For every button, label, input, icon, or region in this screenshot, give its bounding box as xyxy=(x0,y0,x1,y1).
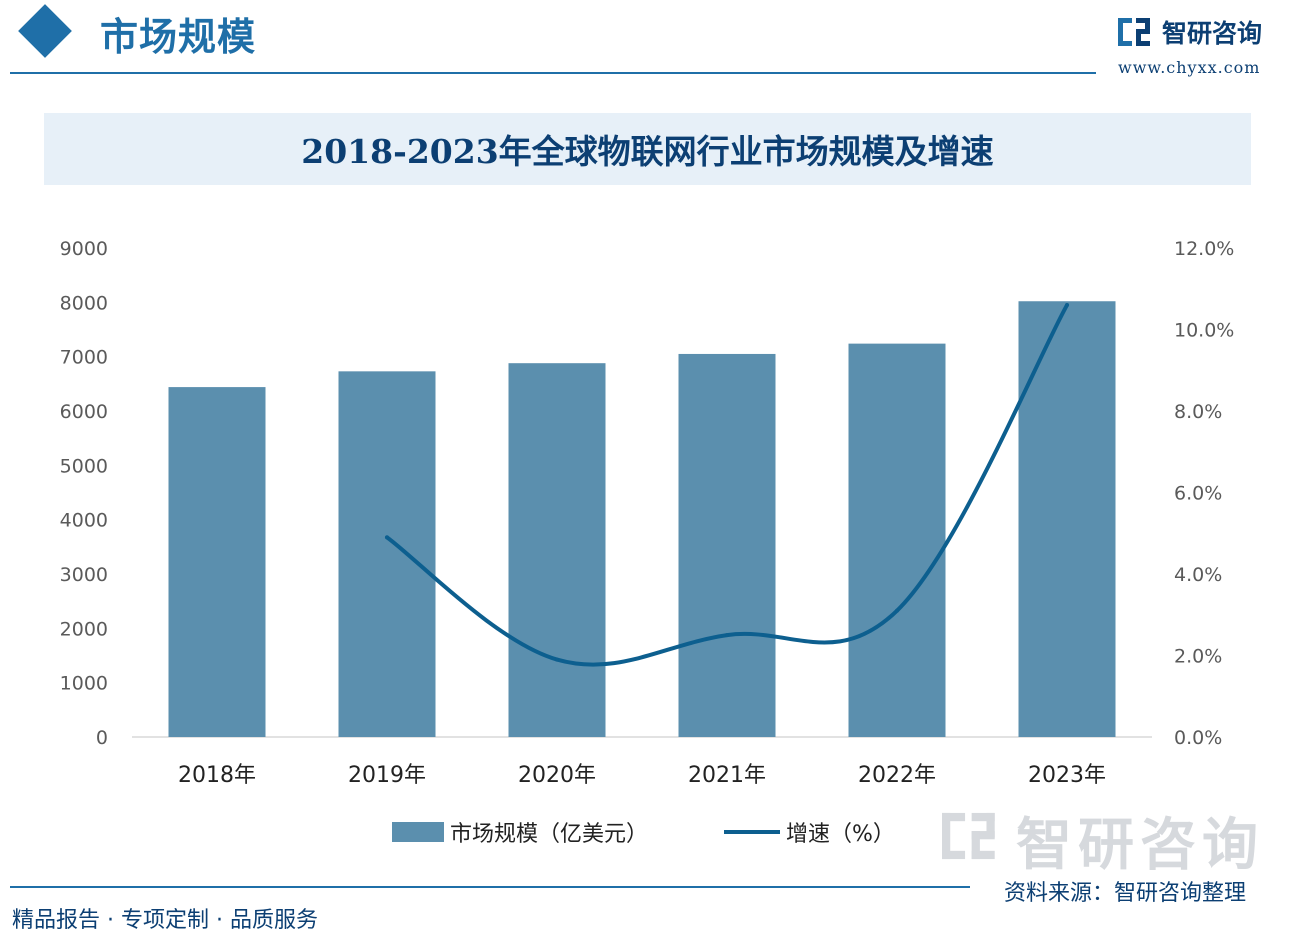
y-left-tick-label: 0 xyxy=(96,727,108,749)
y-right-tick-label: 6.0% xyxy=(1174,483,1222,505)
x-axis: 2018年 2019年 2020年 2021年 2022年 2023年 xyxy=(178,763,1106,788)
watermark-logo-icon xyxy=(942,812,995,860)
growth-point xyxy=(1065,303,1069,308)
x-tick-label: 2020年 xyxy=(518,763,596,788)
legend-bar-label: 市场规模（亿美元） xyxy=(450,822,648,847)
bar xyxy=(678,353,776,737)
growth-line-series xyxy=(385,303,1069,667)
y-right-tick-label: 0.0% xyxy=(1174,727,1222,749)
chart-title-banner: 2018-2023年全球物联网行业市场规模及增速 xyxy=(44,113,1251,185)
y-left-axis: 0 1000 2000 3000 4000 5000 6000 7000 8000 9000 xyxy=(60,238,108,749)
growth-line xyxy=(385,303,1069,667)
header-divider xyxy=(10,72,1096,74)
brand-url: www.chyxx.com xyxy=(1118,58,1261,77)
y-left-tick-label: 6000 xyxy=(60,401,108,423)
legend: 市场规模（亿美元） 增速（%） xyxy=(392,822,895,847)
footer-divider xyxy=(10,886,970,888)
y-left-tick-label: 5000 xyxy=(60,455,108,477)
source-note: 资料来源：智研咨询整理 xyxy=(1004,881,1247,906)
x-tick-label: 2022年 xyxy=(858,763,936,788)
growth-point xyxy=(385,535,389,540)
y-left-tick-label: 9000 xyxy=(60,238,108,260)
header: 市场规模 智研咨询 www.chyxx.com xyxy=(0,0,1306,80)
x-tick-label: 2019年 xyxy=(348,763,426,788)
bar-series xyxy=(168,301,1116,737)
y-right-tick-label: 4.0% xyxy=(1174,564,1222,586)
bar xyxy=(848,343,946,737)
y-right-axis: 0.0% 2.0% 4.0% 6.0% 8.0% 10.0% 12.0% xyxy=(1174,238,1234,749)
y-right-tick-label: 2.0% xyxy=(1174,646,1222,668)
y-right-tick-label: 10.0% xyxy=(1174,320,1234,342)
x-tick-label: 2021年 xyxy=(688,763,766,788)
y-right-tick-label: 12.0% xyxy=(1174,238,1234,260)
y-right-tick-label: 8.0% xyxy=(1174,401,1222,423)
x-tick-label: 2018年 xyxy=(178,763,256,788)
footer-tagline: 精品报告 · 专项定制 · 品质服务 xyxy=(12,908,318,933)
brand-name: 智研咨询 xyxy=(1162,19,1263,48)
x-tick-label: 2023年 xyxy=(1028,763,1106,788)
y-left-tick-label: 4000 xyxy=(60,510,108,532)
y-left-tick-label: 1000 xyxy=(60,673,108,695)
growth-point xyxy=(895,608,899,613)
bar xyxy=(508,363,606,737)
growth-point xyxy=(725,633,729,638)
y-left-tick-label: 8000 xyxy=(60,292,108,314)
brand-logo-icon xyxy=(1118,18,1150,46)
watermark-brand: 智研咨询 xyxy=(1016,813,1264,878)
bar xyxy=(1018,301,1116,737)
bar xyxy=(338,371,436,737)
section-title: 市场规模 xyxy=(100,15,257,59)
bar xyxy=(168,387,266,737)
chart-title: 2018-2023年全球物联网行业市场规模及增速 xyxy=(301,132,994,171)
y-left-tick-label: 2000 xyxy=(60,618,108,640)
y-left-tick-label: 7000 xyxy=(60,347,108,369)
legend-bar-swatch xyxy=(392,822,444,842)
y-left-tick-label: 3000 xyxy=(60,564,108,586)
legend-line-label: 增速（%） xyxy=(786,822,895,847)
growth-point xyxy=(555,657,559,662)
